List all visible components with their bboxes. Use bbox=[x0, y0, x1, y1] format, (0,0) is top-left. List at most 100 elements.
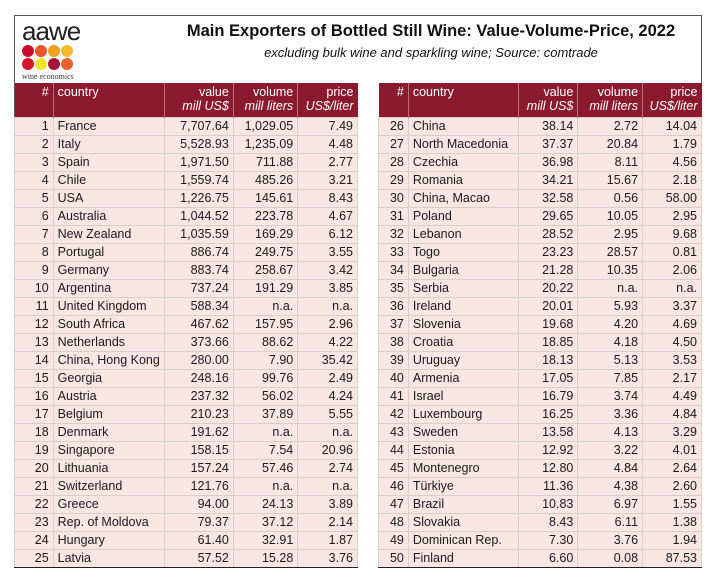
cell-price: 14.04 bbox=[642, 117, 702, 136]
table-row: 21 Switzerland 121.76 n.a. n.a. bbox=[14, 477, 358, 496]
cell-volume: 4.13 bbox=[577, 423, 644, 442]
cell-volume: 99.76 bbox=[232, 369, 299, 388]
table-row: 7 New Zealand 1,035.59 169.29 6.12 bbox=[14, 225, 358, 244]
cell-country: Finland bbox=[407, 549, 519, 568]
cell-rank: 20 bbox=[14, 459, 54, 478]
cell-value: 12.92 bbox=[517, 441, 579, 460]
cell-rank: 45 bbox=[378, 459, 409, 478]
table-row: 16 Austria 237.32 56.02 4.24 bbox=[14, 387, 358, 406]
table-row: 44 Estonia 12.92 3.22 4.01 bbox=[378, 441, 702, 460]
cell-rank: 44 bbox=[378, 441, 409, 460]
cell-value: 23.23 bbox=[517, 243, 579, 262]
table-row: 30 China, Macao 32.58 0.56 58.00 bbox=[378, 189, 702, 208]
cell-price: 3.37 bbox=[642, 297, 702, 316]
cell-volume: 191.29 bbox=[232, 279, 299, 298]
cell-country: Greece bbox=[52, 495, 165, 514]
cell-rank: 28 bbox=[378, 153, 409, 172]
cell-rank: 38 bbox=[378, 333, 409, 352]
cell-price: 4.01 bbox=[642, 441, 702, 460]
cell-volume: 7.90 bbox=[232, 351, 299, 370]
cell-volume: n.a. bbox=[232, 477, 299, 496]
logo-dot bbox=[48, 58, 60, 70]
cell-value: 373.66 bbox=[163, 333, 234, 352]
column-label: volume bbox=[252, 85, 294, 99]
cell-volume: 3.76 bbox=[577, 531, 644, 550]
cell-rank: 6 bbox=[14, 207, 54, 226]
cell-country: Netherlands bbox=[52, 333, 165, 352]
table-row: 23 Rep. of Moldova 79.37 37.12 2.14 bbox=[14, 513, 358, 532]
cell-price: n.a. bbox=[297, 297, 358, 316]
table-row: 18 Denmark 191.62 n.a. n.a. bbox=[14, 423, 358, 442]
table-gap bbox=[358, 83, 378, 549]
cell-country: Romania bbox=[407, 171, 519, 190]
table-row: 39 Uruguay 18.13 5.13 3.53 bbox=[378, 351, 702, 370]
cell-value: 16.25 bbox=[517, 405, 579, 424]
table-row: 50 Finland 6.60 0.08 87.53 bbox=[378, 549, 702, 568]
column-header-value: value mill US$ bbox=[163, 83, 234, 118]
table-row: 34 Bulgaria 21.28 10.35 2.06 bbox=[378, 261, 702, 280]
cell-value: 8.43 bbox=[517, 513, 579, 532]
cell-rank: 23 bbox=[14, 513, 54, 532]
cell-volume: 157.95 bbox=[232, 315, 299, 334]
cell-value: 34.21 bbox=[517, 171, 579, 190]
cell-rank: 33 bbox=[378, 243, 409, 262]
cell-price: 2.06 bbox=[642, 261, 702, 280]
cell-price: 3.53 bbox=[642, 351, 702, 370]
cell-rank: 30 bbox=[378, 189, 409, 208]
cell-price: 20.96 bbox=[297, 441, 358, 460]
table-row: 10 Argentina 737.24 191.29 3.85 bbox=[14, 279, 358, 298]
column-header-volume: volume mill liters bbox=[577, 83, 643, 118]
logo-dot bbox=[61, 58, 73, 70]
cell-price: 58.00 bbox=[642, 189, 702, 208]
table-row: 48 Slovakia 8.43 6.11 1.38 bbox=[378, 513, 702, 532]
cell-rank: 29 bbox=[378, 171, 409, 190]
cell-volume: 249.75 bbox=[232, 243, 299, 262]
cell-value: 13.58 bbox=[517, 423, 579, 442]
cell-price: 1.38 bbox=[642, 513, 702, 532]
cell-rank: 46 bbox=[378, 477, 409, 496]
cell-volume: 0.08 bbox=[577, 549, 644, 568]
cell-rank: 48 bbox=[378, 513, 409, 532]
cell-price: 4.49 bbox=[642, 387, 702, 406]
table-header-row: # country value mill US$ volume mill liters pr… bbox=[14, 83, 358, 118]
cell-country: Estonia bbox=[407, 441, 519, 460]
cell-rank: 32 bbox=[378, 225, 409, 244]
cell-value: 1,971.50 bbox=[163, 153, 234, 172]
cell-country: Spain bbox=[52, 153, 165, 172]
cell-country: Bulgaria bbox=[407, 261, 519, 280]
cell-country: Croatia bbox=[407, 333, 519, 352]
cell-value: 7.30 bbox=[517, 531, 579, 550]
table-row: 33 Togo 23.23 28.57 0.81 bbox=[378, 243, 702, 262]
cell-country: Belgium bbox=[52, 405, 165, 424]
table-row: 29 Romania 34.21 15.67 2.18 bbox=[378, 171, 702, 190]
cell-volume: 57.46 bbox=[232, 459, 299, 478]
cell-rank: 27 bbox=[378, 135, 409, 154]
cell-volume: 1,235.09 bbox=[232, 135, 299, 154]
cell-volume: 10.05 bbox=[577, 207, 644, 226]
cell-country: Dominican Rep. bbox=[407, 531, 519, 550]
table-row: 47 Brazil 10.83 6.97 1.55 bbox=[378, 495, 702, 514]
cell-volume: 15.67 bbox=[577, 171, 644, 190]
column-header-country: country bbox=[407, 83, 519, 118]
cell-country: Portugal bbox=[52, 243, 165, 262]
cell-price: 1.55 bbox=[642, 495, 702, 514]
cell-country: USA bbox=[52, 189, 165, 208]
cell-value: 7,707.64 bbox=[163, 117, 234, 136]
cell-value: 5,528.93 bbox=[163, 135, 234, 154]
cell-country: Chile bbox=[52, 171, 165, 190]
cell-price: 2.18 bbox=[642, 171, 702, 190]
logo-subtext: wine economics bbox=[22, 72, 74, 81]
table-row: 14 China, Hong Kong 280.00 7.90 35.42 bbox=[14, 351, 358, 370]
cell-volume: 20.84 bbox=[577, 135, 644, 154]
cell-rank: 39 bbox=[378, 351, 409, 370]
column-label: volume bbox=[597, 85, 639, 99]
table-row: 32 Lebanon 28.52 2.95 9.68 bbox=[378, 225, 702, 244]
cell-rank: 1 bbox=[14, 117, 54, 136]
cell-rank: 21 bbox=[14, 477, 54, 496]
cell-country: Türkiye bbox=[407, 477, 519, 496]
cell-volume: 10.35 bbox=[577, 261, 644, 280]
cell-country: Italy bbox=[52, 135, 165, 154]
table-row: 37 Slovenia 19.68 4.20 4.69 bbox=[378, 315, 702, 334]
cell-price: 4.69 bbox=[642, 315, 702, 334]
cell-price: 6.12 bbox=[297, 225, 358, 244]
